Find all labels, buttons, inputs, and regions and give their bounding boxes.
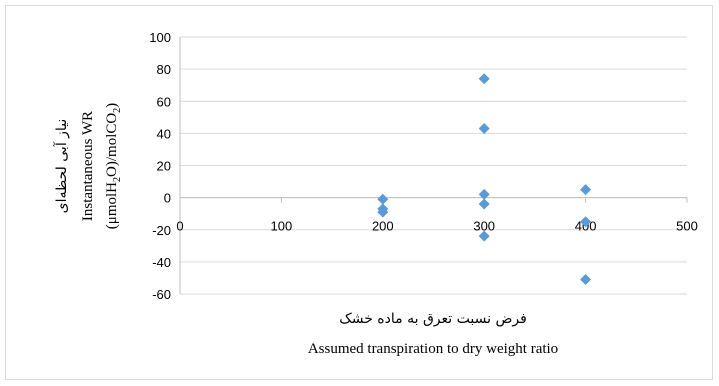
data-point-9: [580, 216, 592, 228]
y-tick-label-5: 0: [164, 191, 171, 206]
data-point-7: [478, 230, 490, 242]
y-label-sub-2: 2: [112, 108, 123, 113]
data-point-8: [580, 184, 592, 196]
x-tick-label-3: 300: [473, 219, 495, 234]
y-tick-label-7: -40: [152, 255, 171, 270]
data-point-3: [478, 73, 490, 85]
y-axis-label-english-line2-group: (μmolH2O)/molCO2): [104, 103, 123, 229]
data-point-4: [478, 123, 490, 135]
x-tick-labels: 0100200300400500: [176, 219, 697, 234]
gridlines: [180, 36, 687, 295]
y-label-part-2: O)/molCO: [104, 113, 120, 177]
y-label-part-1: (μmolH: [104, 182, 120, 229]
y-tick-label-1: 80: [157, 62, 171, 77]
chart-frame: [5, 5, 713, 380]
y-axis-label-english-group: Instantaneous WR: [80, 111, 96, 221]
y-tick-label-2: 60: [157, 94, 171, 109]
x-axis-label-persian: فرض نسبت تعرق به ماده خشک: [339, 311, 527, 327]
x-tick-label-1: 100: [271, 219, 293, 234]
data-point-5: [478, 188, 490, 200]
y-tick-label-0: 100: [149, 30, 171, 45]
y-tick-label-8: -60: [152, 287, 171, 302]
data-point-2: [377, 206, 389, 218]
y-tick-label-6: -20: [152, 223, 171, 238]
data-point-6: [478, 198, 490, 210]
x-axis-label-english: Assumed transpiration to dry weight rati…: [308, 341, 558, 357]
x-tick-label-2: 200: [372, 219, 394, 234]
y-label-part-3: ): [104, 103, 120, 108]
x-tick-label-5: 500: [676, 219, 698, 234]
y-axis-label-persian-group: نیاز آبی لحظه‌ای: [53, 119, 70, 214]
data-point-0: [377, 193, 389, 205]
y-tick-label-3: 40: [157, 126, 171, 141]
y-axis-label-english-line1: Instantaneous WR: [80, 111, 96, 221]
data-points: [377, 73, 592, 286]
y-label-sub-1: 2: [112, 177, 123, 182]
y-tick-labels: 100 80 60 40 20 0 -20 -40 -60: [149, 30, 171, 302]
y-tick-label-4: 20: [157, 159, 171, 174]
data-point-10: [580, 274, 592, 286]
y-axis-label-english-line2: (μmolH2O)/molCO2): [104, 103, 123, 229]
x-tick-label-0: 0: [176, 219, 183, 234]
y-axis-label-persian: نیاز آبی لحظه‌ای: [53, 119, 70, 214]
